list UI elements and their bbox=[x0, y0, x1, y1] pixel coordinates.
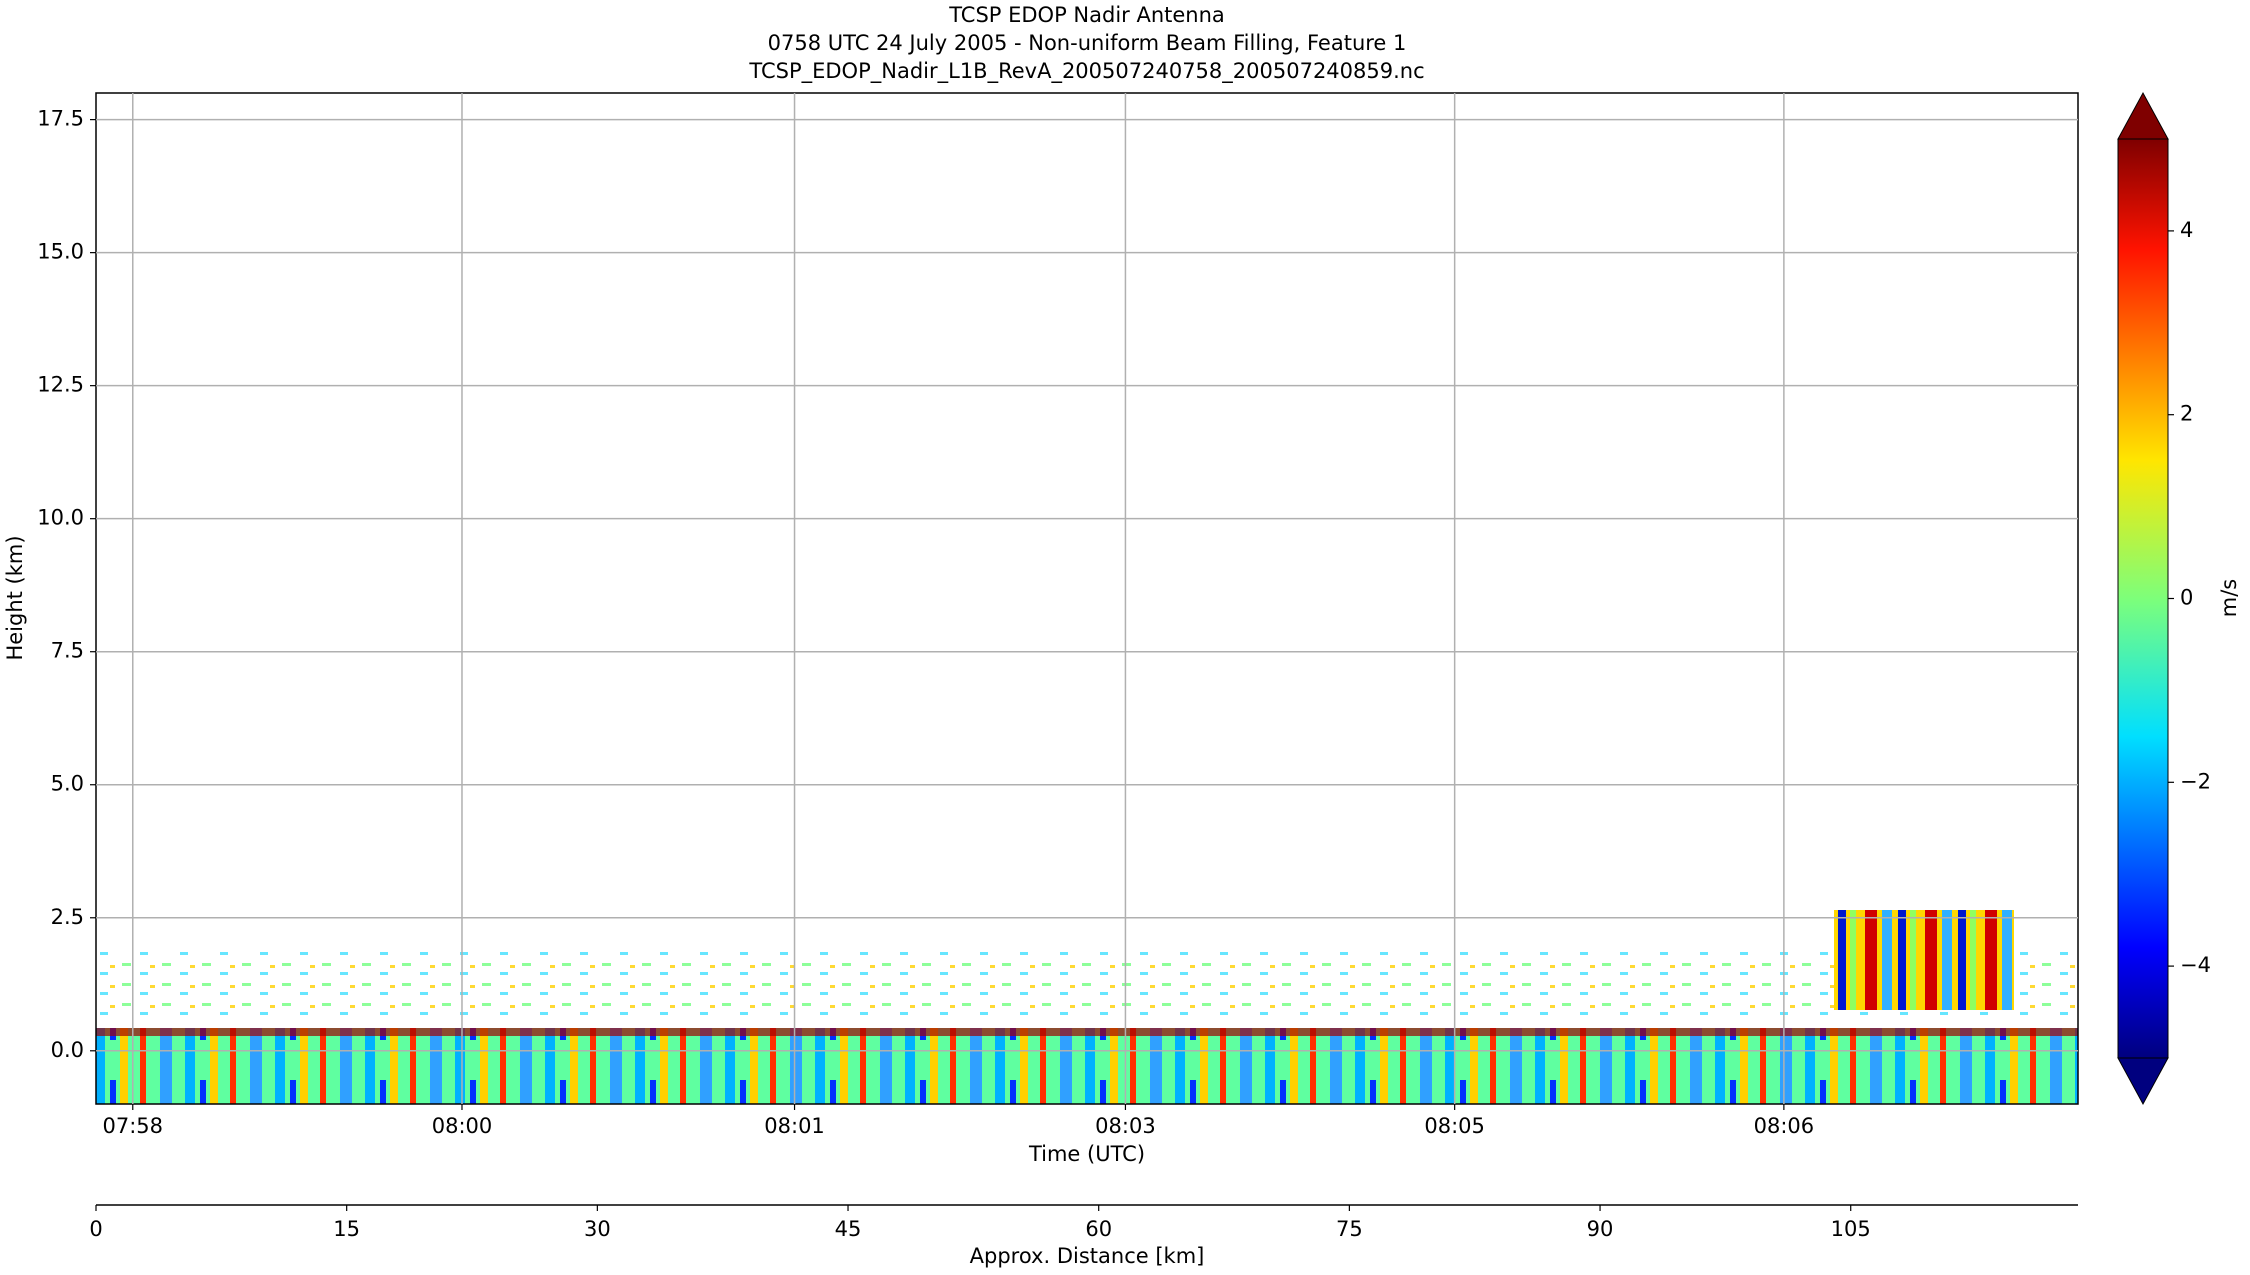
title: TCSP EDOP Nadir Antenna 0758 UTC 24 July … bbox=[748, 3, 1424, 84]
x-tick-label: 08:00 bbox=[432, 1114, 493, 1138]
x-tick-label: 08:05 bbox=[1424, 1114, 1485, 1138]
y-tick-label: 7.5 bbox=[51, 639, 84, 663]
x2-tick-label: 60 bbox=[1085, 1217, 1112, 1241]
y-tick-label: 0.0 bbox=[51, 1038, 84, 1062]
y-tick-label: 17.5 bbox=[37, 107, 84, 131]
y-tick-label: 15.0 bbox=[37, 240, 84, 264]
chart-title: TCSP EDOP Nadir Antenna bbox=[948, 3, 1225, 27]
y-tick-label: 12.5 bbox=[37, 373, 84, 397]
x-axis-label: Time (UTC) bbox=[1028, 1142, 1145, 1166]
x2-axis-label: Approx. Distance [km] bbox=[970, 1244, 1205, 1268]
x2-tick-label: 75 bbox=[1336, 1217, 1363, 1241]
x-tick-label: 08:06 bbox=[1754, 1114, 1815, 1138]
colorbar-tick-label: 2 bbox=[2180, 402, 2193, 426]
x2-tick-label: 15 bbox=[333, 1217, 360, 1241]
y-axis-label: Height (km) bbox=[3, 535, 27, 660]
x-tick-label: 07:58 bbox=[102, 1114, 163, 1138]
y-tick-label: 5.0 bbox=[51, 772, 84, 796]
x2-tick-label: 30 bbox=[584, 1217, 611, 1241]
colorbar-tick-label: 0 bbox=[2180, 586, 2193, 610]
chart-title: 0758 UTC 24 July 2005 - Non-uniform Beam… bbox=[768, 31, 1407, 55]
x2-tick-label: 105 bbox=[1831, 1217, 1871, 1241]
x-tick-label: 08:03 bbox=[1095, 1114, 1156, 1138]
x-tick-label: 08:01 bbox=[764, 1114, 825, 1138]
colorbar-tick-label: −2 bbox=[2180, 769, 2211, 793]
y-tick-label: 2.5 bbox=[51, 905, 84, 929]
x2-tick-label: 0 bbox=[89, 1217, 102, 1241]
x2-tick-label: 90 bbox=[1587, 1217, 1614, 1241]
colorbar-label: m/s bbox=[2217, 579, 2241, 617]
chart-title: TCSP_EDOP_Nadir_L1B_RevA_200507240758_20… bbox=[748, 59, 1424, 84]
plot-frame bbox=[95, 92, 2079, 1105]
x2-tick-label: 45 bbox=[835, 1217, 862, 1241]
colorbar bbox=[2117, 91, 2169, 1106]
radar-echo bbox=[96, 910, 2078, 1104]
colorbar-tick-label: −4 bbox=[2180, 953, 2211, 977]
y-tick-label: 10.0 bbox=[37, 506, 84, 530]
colorbar-tick-label: 4 bbox=[2180, 218, 2193, 242]
